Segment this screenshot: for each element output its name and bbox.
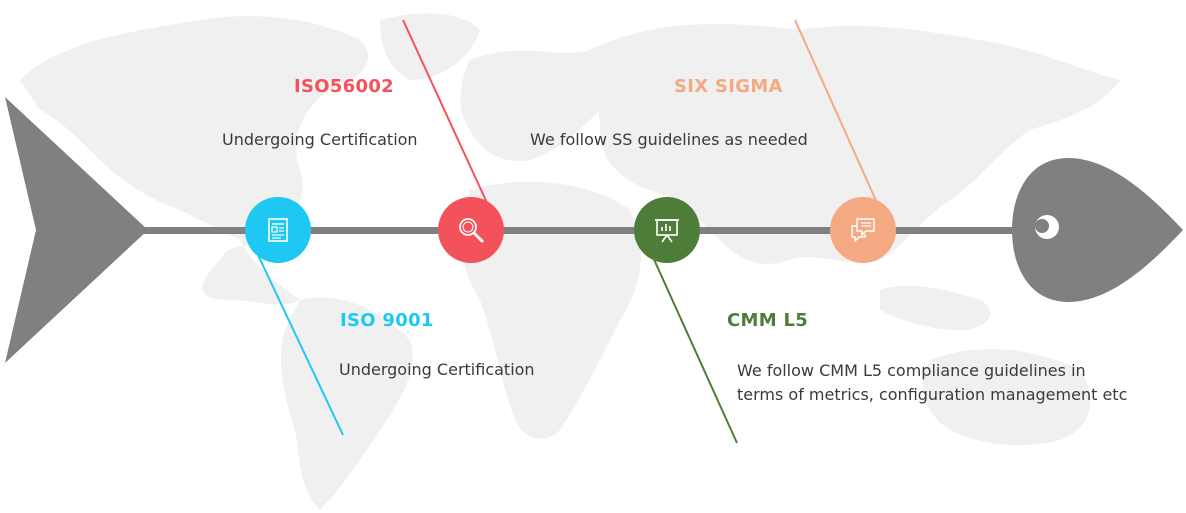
fish-tail [5, 97, 148, 363]
cmm-node [634, 197, 700, 263]
cmm-heading: CMM L5 [727, 310, 809, 331]
sixsigma-node [830, 197, 896, 263]
cmm-description: We follow CMM L5 compliance guidelines i… [737, 359, 1127, 407]
magnifier-icon [459, 218, 484, 243]
presentation-chart-icon [655, 219, 679, 243]
chat-bubbles-icon [851, 218, 875, 243]
iso56002-connector-line [402, 19, 489, 206]
fish-head [1012, 158, 1183, 302]
iso9001-description: Undergoing Certification [339, 360, 535, 379]
world-map-background [20, 13, 1120, 510]
fish-spine [140, 227, 1020, 234]
document-icon [268, 218, 288, 242]
iso56002-heading: ISO56002 [294, 76, 394, 97]
cmm-description-line-2: terms of metrics, configuration manageme… [737, 385, 1128, 404]
iso9001-heading: ISO 9001 [340, 310, 434, 331]
cmm-description-line-1: We follow CMM L5 compliance guidelines i… [737, 361, 1086, 380]
sixsigma-connector-line [794, 19, 879, 206]
iso9001-node [245, 197, 311, 263]
sixsigma-heading: SIX SIGMA [674, 76, 783, 97]
iso9001-connector-line [257, 254, 344, 436]
iso56002-node [438, 197, 504, 263]
sixsigma-description: We follow SS guidelines as needed [530, 130, 808, 149]
iso56002-description: Undergoing Certification [222, 130, 418, 149]
cmm-connector-line [651, 254, 738, 444]
fish-pupil [1035, 219, 1049, 233]
